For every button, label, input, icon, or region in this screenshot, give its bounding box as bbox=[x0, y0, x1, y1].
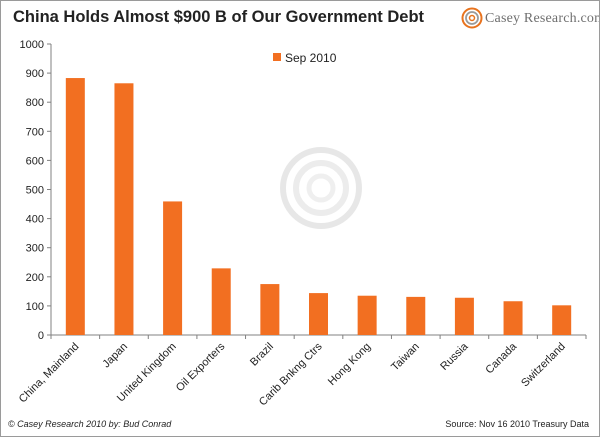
bar bbox=[260, 284, 280, 335]
y-tick-label: 600 bbox=[26, 155, 44, 167]
x-tick-label: Oil Exporters bbox=[174, 340, 228, 394]
y-tick-label: 700 bbox=[26, 126, 44, 138]
x-tick-label: Hong Kong bbox=[326, 341, 373, 388]
y-tick-label: 200 bbox=[26, 272, 44, 284]
credit-text: © Casey Research 2010 by: Bud Conrad bbox=[8, 419, 172, 429]
bar bbox=[65, 78, 85, 335]
x-tick-label: China, Mainland bbox=[17, 341, 82, 406]
legend-label: Sep 2010 bbox=[285, 51, 337, 65]
bar bbox=[454, 297, 474, 335]
source-text: Source: Nov 16 2010 Treasury Data bbox=[445, 419, 589, 429]
x-tick-label: Switzerland bbox=[519, 341, 568, 390]
bar bbox=[163, 201, 183, 335]
y-tick-label: 800 bbox=[26, 97, 44, 109]
bar bbox=[503, 301, 523, 335]
y-tick-label: 100 bbox=[26, 301, 44, 313]
x-tick-label: Japan bbox=[100, 341, 130, 371]
watermark-spiral bbox=[280, 147, 362, 229]
y-tick-label: 300 bbox=[26, 243, 44, 255]
x-tick-label: Taiwan bbox=[389, 341, 422, 374]
bar bbox=[406, 296, 426, 335]
y-tick-label: 0 bbox=[38, 330, 44, 342]
bar bbox=[114, 83, 134, 335]
x-tick-label: Canada bbox=[483, 340, 519, 376]
y-tick-label: 900 bbox=[26, 68, 44, 80]
legend-swatch bbox=[273, 53, 281, 61]
x-tick-label: Brazil bbox=[248, 341, 276, 369]
y-tick-label: 1000 bbox=[20, 39, 44, 51]
bar bbox=[211, 268, 231, 335]
bar bbox=[309, 293, 328, 335]
logo-spiral-icon bbox=[461, 7, 483, 29]
y-tick-label: 500 bbox=[26, 185, 44, 197]
chart-title: China Holds Almost $900 B of Our Governm… bbox=[13, 8, 425, 26]
x-tick-label: Russia bbox=[438, 340, 471, 373]
bar bbox=[357, 295, 377, 335]
bar bbox=[552, 305, 572, 335]
casey-research-logo: Casey Research.com bbox=[461, 7, 600, 31]
y-tick-label: 400 bbox=[26, 214, 44, 226]
logo-text: Casey Research.com bbox=[485, 11, 600, 26]
